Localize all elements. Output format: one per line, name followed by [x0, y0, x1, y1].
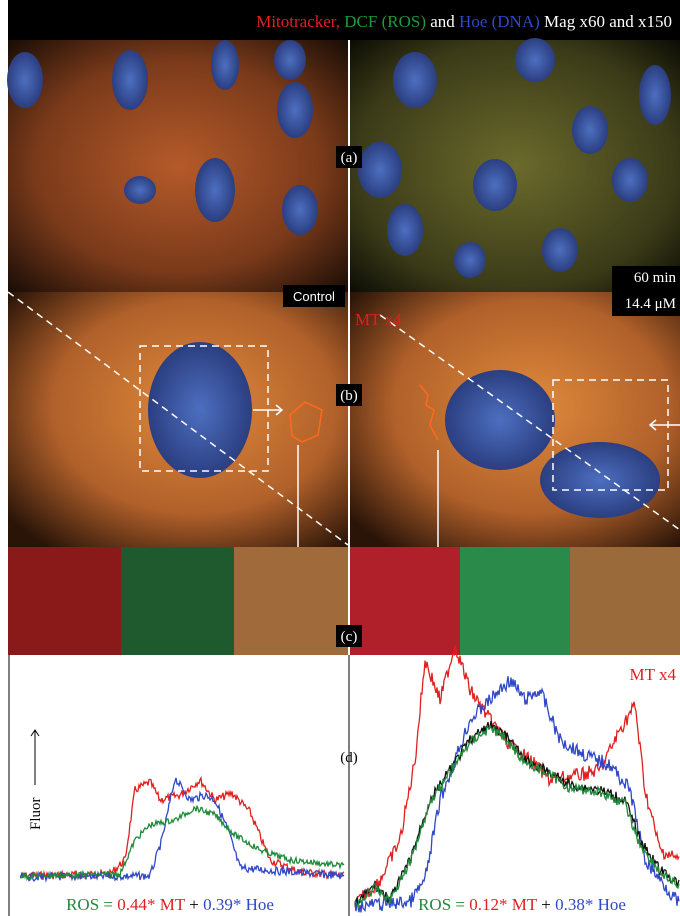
eq-hoe: 0.38* Hoe: [555, 895, 626, 914]
control-label: Control: [293, 289, 335, 304]
eq-hoe: 0.39* Hoe: [203, 895, 274, 914]
tile-red: [8, 547, 121, 655]
eq-plus: +: [189, 895, 199, 914]
nucleus: [540, 442, 660, 518]
nucleus: [445, 370, 555, 470]
mt-label: MT x4: [630, 665, 677, 684]
tile-merge: [234, 547, 348, 655]
time-label: 60 min: [634, 270, 677, 286]
fluor-axis: Fluor: [28, 730, 44, 830]
fluor-label: Fluor: [28, 797, 44, 830]
header-mag: Mag x60 and x150: [544, 12, 672, 31]
figure: Mitotracker, DCF (ROS) and Hoe (DNA) Mag…: [0, 0, 680, 916]
panel-label: (d): [340, 750, 358, 766]
eq-mt: 0.44* MT: [117, 895, 186, 914]
dose-label: 14.4 μM: [625, 296, 676, 312]
tile-green: [460, 547, 570, 655]
header-dcf: DCF (ROS): [344, 12, 426, 31]
mt-label: MT x4: [355, 310, 402, 329]
header: Mitotracker, DCF (ROS) and Hoe (DNA) Mag…: [256, 12, 672, 31]
equation: ROS = 0.12* MT + 0.38* Hoe: [418, 895, 626, 914]
eq-mt: 0.12* MT: [469, 895, 538, 914]
profile-trace: [20, 806, 344, 879]
eq-lhs: ROS =: [418, 895, 465, 914]
header-comma: ,: [336, 12, 340, 31]
eq-lhs: ROS =: [66, 895, 113, 914]
panel-label: (c): [341, 629, 358, 645]
eq-plus: +: [541, 895, 551, 914]
panel-label: (b): [340, 388, 358, 404]
tile-merge: [570, 547, 680, 655]
profile-trace: [20, 778, 344, 879]
profile-trace: [355, 726, 679, 907]
tile-red: [350, 547, 460, 655]
tile-green: [121, 547, 234, 655]
header-hoe: Hoe (DNA): [459, 12, 540, 31]
panel-label: (a): [341, 150, 358, 166]
nucleus: [148, 342, 252, 478]
equation: ROS = 0.44* MT + 0.39* Hoe: [66, 895, 274, 914]
header-and: and: [430, 12, 455, 31]
header-mitotracker: Mitotracker: [256, 12, 337, 31]
